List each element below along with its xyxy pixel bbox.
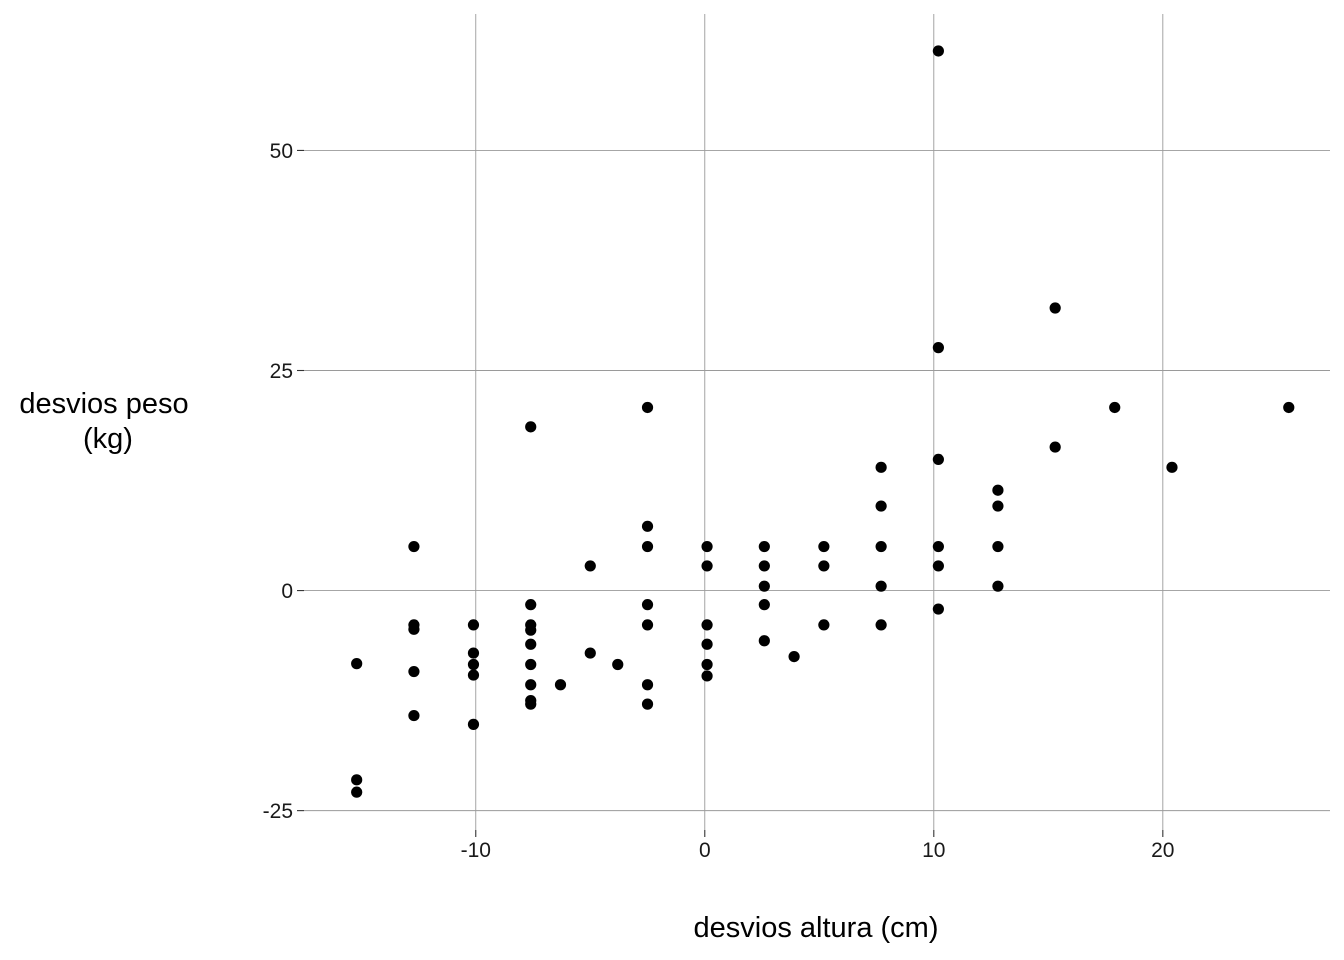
x-axis-title: desvios altura (cm) <box>694 912 939 944</box>
y-tick-label: -25 <box>263 800 293 823</box>
scatter-point <box>818 560 830 572</box>
scatter-point <box>525 599 537 611</box>
scatter-point <box>932 45 944 57</box>
scatter-point <box>1109 401 1121 414</box>
scatter-point <box>1166 461 1178 473</box>
scatter-point <box>467 619 480 631</box>
scatter-point <box>408 540 420 553</box>
scatter-point <box>758 560 770 572</box>
scatter-point <box>351 774 363 786</box>
scatter-point <box>932 603 944 615</box>
scatter-point <box>1283 401 1295 414</box>
scatter-point <box>788 650 800 663</box>
scatter-point <box>554 679 567 691</box>
scatter-point <box>932 540 944 553</box>
scatter-point <box>701 658 713 671</box>
scatter-point <box>701 560 713 572</box>
scatter-point <box>584 647 596 659</box>
scatter-point <box>701 540 713 553</box>
scatter-point <box>875 461 887 473</box>
scatter-point <box>875 500 887 512</box>
scatter-point <box>818 540 830 553</box>
y-axis-title-line-1: desvios peso <box>19 388 188 420</box>
scatter-point <box>408 665 420 678</box>
y-tick-label: 50 <box>270 140 293 163</box>
scatter-point <box>992 540 1004 553</box>
scatter-point <box>525 638 537 650</box>
x-tick-label: 20 <box>1151 839 1174 862</box>
scatter-point <box>875 619 887 631</box>
scatter-point <box>758 599 770 611</box>
scatter-point <box>641 698 654 710</box>
x-tick-label: 10 <box>922 839 945 862</box>
scatter-point <box>932 453 944 466</box>
scatter-point <box>467 669 480 681</box>
scatter-point <box>525 624 537 636</box>
scatter-point <box>584 560 596 572</box>
scatter-point <box>351 786 363 798</box>
scatter-point <box>525 698 537 710</box>
scatter-point <box>875 580 887 592</box>
x-tick-label: -10 <box>461 839 491 862</box>
scatter-point <box>932 560 944 572</box>
scatter-point <box>525 658 537 671</box>
y-axis-title: desvios peso (kg) <box>19 388 196 455</box>
scatter-point <box>641 679 654 691</box>
scatter-point <box>641 619 654 631</box>
scatter-point <box>992 500 1004 512</box>
scatter-point <box>641 540 654 553</box>
scatter-point <box>818 619 830 631</box>
scatter-point <box>467 658 480 671</box>
scatter-point <box>525 679 537 691</box>
scatter-point <box>701 638 713 650</box>
scatter-point <box>408 709 420 722</box>
scatter-point <box>758 580 770 592</box>
scatter-point <box>875 540 887 553</box>
scatter-point <box>351 658 363 670</box>
axis-ticks: -10 0 10 20 -25 0 25 50 <box>263 140 1175 862</box>
x-tick-label: 0 <box>699 839 711 862</box>
grid-lines <box>304 14 1330 830</box>
y-tick-label: 0 <box>281 580 293 603</box>
scatter-point <box>641 520 654 532</box>
scatter-point <box>1049 302 1061 314</box>
scatter-point <box>758 635 770 647</box>
scatter-point <box>641 599 654 611</box>
data-points <box>351 45 1295 798</box>
y-tick-label: 25 <box>270 360 293 383</box>
scatter-point <box>408 623 420 635</box>
scatter-point <box>932 342 944 354</box>
scatter-point <box>641 401 654 414</box>
scatter-point <box>701 670 713 682</box>
scatter-point <box>467 718 480 730</box>
scatter-point <box>612 658 624 671</box>
scatter-point <box>1049 441 1061 453</box>
y-axis-title-line-2: (kg) <box>83 423 133 455</box>
scatter-point <box>992 484 1004 496</box>
scatter-point <box>758 540 770 553</box>
scatter-point <box>467 647 480 659</box>
scatter-point <box>701 619 713 631</box>
scatter-point <box>525 421 537 433</box>
scatter-point <box>992 580 1004 592</box>
